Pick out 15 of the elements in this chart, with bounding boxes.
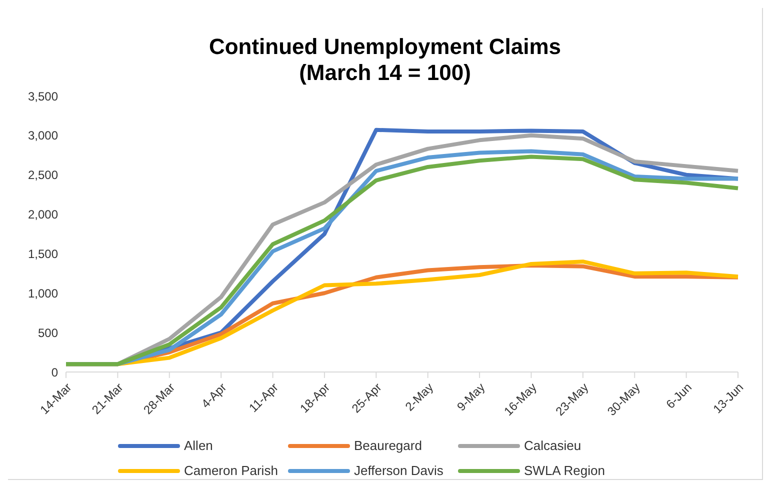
y-tick-label: 0 (51, 365, 58, 380)
y-tick-label: 1,000 (28, 286, 58, 300)
y-tick-label: 2,000 (28, 208, 58, 222)
y-tick-label: 2,500 (28, 168, 58, 182)
legend-label: Cameron Parish (184, 463, 278, 478)
legend-label: Beauregard (354, 438, 422, 453)
y-tick-label: 500 (38, 326, 58, 340)
legend-label: Allen (184, 438, 213, 453)
legend-label: Jefferson Davis (354, 463, 444, 478)
chart-title: Continued Unemployment Claims (March 14 = 100) (208, 34, 562, 86)
y-tick-label: 3,000 (28, 128, 58, 143)
y-tick-label: 1,500 (28, 246, 58, 261)
legend-label: SWLA Region (524, 463, 605, 478)
legend-label: Calcasieu (524, 438, 582, 453)
y-tick-label: 3,500 (28, 89, 58, 104)
